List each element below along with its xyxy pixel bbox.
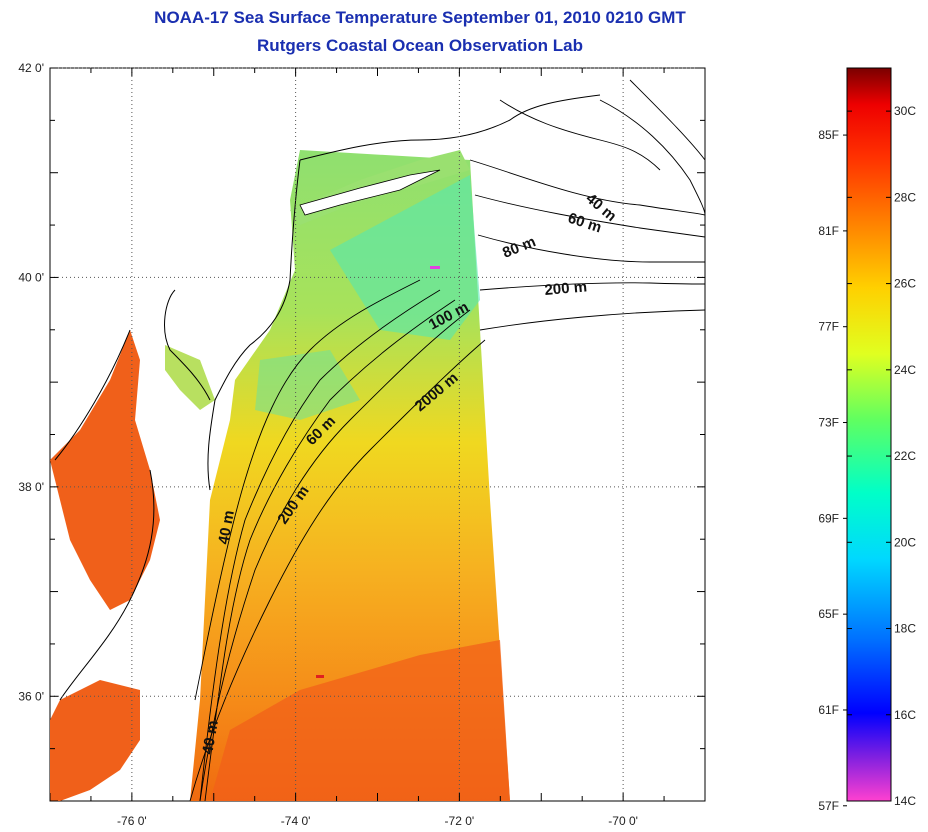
colorbar: [846, 67, 892, 802]
colorbar-celsius-label: 20C: [894, 535, 916, 549]
colorbar-celsius-label: 18C: [894, 622, 916, 636]
colorbar-celsius-label: 16C: [894, 708, 916, 722]
colorbar-fahrenheit-label: 73F: [818, 416, 839, 430]
y-tick-label: 38 0': [18, 480, 44, 494]
colorbar-fahrenheit-label: 81F: [818, 224, 839, 238]
y-tick-label: 36 0': [18, 689, 44, 703]
coastline: [54, 94, 601, 701]
colorbar-celsius-label: 30C: [894, 104, 916, 118]
cool-water-patch-2: [255, 350, 360, 420]
contour-label-40m-mid: 40 m: [215, 509, 238, 546]
cool-water-patch: [330, 175, 480, 340]
colorbar-fahrenheit-label: 85F: [818, 128, 839, 142]
colorbar-celsius-label: 28C: [894, 190, 916, 204]
contour-label-200m-north: 200 m: [544, 278, 588, 299]
chesapeake-bay: [50, 330, 160, 610]
x-tick-label: -76 0': [117, 814, 147, 828]
colorbar-fahrenheit-label: 61F: [818, 703, 839, 717]
contour-label-40m-south: 40 m: [199, 719, 222, 756]
southern-sounds: [50, 680, 140, 801]
colorbar-celsius-label: 26C: [894, 277, 916, 291]
map-content: 40 m 60 m 80 m 200 m 100 m 2000 m 60 m 2…: [50, 79, 705, 801]
bathymetry-contours: [189, 79, 705, 801]
long-island: [299, 169, 441, 216]
map-title: NOAA-17 Sea Surface Temperature Septembe…: [154, 8, 686, 27]
colorbar-celsius-label: 24C: [894, 363, 916, 377]
x-tick-label: -74 0': [281, 814, 311, 828]
red-marker: [316, 675, 324, 678]
colorbar-fahrenheit-label: 69F: [818, 511, 839, 525]
map-subtitle: Rutgers Coastal Ocean Observation Lab: [257, 36, 583, 55]
colorbar-fahrenheit-label: 57F: [818, 799, 839, 813]
colorbar-fahrenheit-label: 65F: [818, 607, 839, 621]
warm-water-patch: [210, 640, 510, 801]
x-tick-label: -72 0': [445, 814, 475, 828]
colorbar-labels: 30C 28C 26C 24C 22C 20C 18C 16C 14C 85F 81F 77F 73F 6…: [818, 104, 916, 813]
colorbar-fahrenheit-label: 77F: [818, 320, 839, 334]
delaware-bay: [165, 345, 215, 410]
colorbar-celsius-label: 14C: [894, 794, 916, 808]
y-tick-label: 42 0': [18, 61, 44, 75]
map-axes: -76 0' -74 0' -72 0' -70 0' 42 0' 40 0' 38 0' 3…: [18, 61, 706, 828]
magenta-marker: [430, 266, 440, 269]
x-tick-label: -70 0': [608, 814, 638, 828]
colorbar-celsius-label: 22C: [894, 449, 916, 463]
y-tick-label: 40 0': [18, 270, 44, 284]
